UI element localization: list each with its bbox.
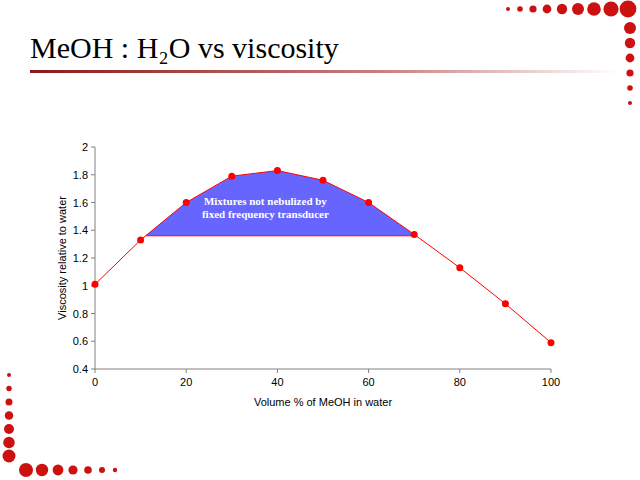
y-tick-label: 0.6 xyxy=(73,335,88,347)
point xyxy=(502,300,509,307)
x-axis-title: Volume % of MeOH in water xyxy=(254,396,393,408)
y-tick-label: 1.8 xyxy=(73,169,88,181)
threshold-line xyxy=(146,235,416,236)
annotation-labels: Mixtures not nebulized byfixed frequency… xyxy=(202,195,329,220)
dot xyxy=(3,437,15,449)
y-tick xyxy=(91,369,95,370)
dot xyxy=(113,468,117,472)
dot xyxy=(557,4,567,14)
y-tick-label: 0.4 xyxy=(73,363,88,375)
x-tick-label: 100 xyxy=(542,376,560,388)
dot xyxy=(517,6,523,12)
dot xyxy=(529,5,536,12)
point xyxy=(456,264,463,271)
dot xyxy=(620,1,637,18)
x-tick xyxy=(277,369,278,373)
plot-area xyxy=(92,167,555,346)
y-tick xyxy=(91,341,95,342)
point xyxy=(92,281,99,288)
title: MeOH : H₂O vs viscosity xyxy=(30,31,339,64)
point xyxy=(548,339,555,346)
x-tick-label: 40 xyxy=(271,376,283,388)
x-tick xyxy=(459,369,460,373)
x-axis xyxy=(95,369,551,370)
y-tick xyxy=(91,258,95,259)
dot xyxy=(68,465,77,474)
dot xyxy=(603,1,618,16)
x-tick xyxy=(368,369,369,373)
dot xyxy=(6,399,13,406)
annotation-text: fixed frequency transducer xyxy=(202,208,329,220)
series-line xyxy=(95,171,551,343)
dot xyxy=(587,2,601,16)
x-tick xyxy=(186,369,187,373)
x-tick-label: 60 xyxy=(362,376,374,388)
point xyxy=(365,199,372,206)
dot xyxy=(4,424,14,434)
x-tick-label: 20 xyxy=(180,376,192,388)
y-tick xyxy=(91,147,95,148)
axes: 0.40.60.811.21.41.61.82020406080100Volum… xyxy=(56,141,560,408)
dot xyxy=(53,465,64,476)
shaded-region xyxy=(146,171,416,236)
point xyxy=(228,173,235,180)
y-tick xyxy=(91,230,95,231)
x-tick-label: 0 xyxy=(92,376,98,388)
dot xyxy=(7,373,11,377)
y-tick-label: 0.8 xyxy=(73,308,88,320)
y-tick xyxy=(91,174,95,175)
y-tick-label: 1 xyxy=(82,280,88,292)
y-tick-label: 1.6 xyxy=(73,197,88,209)
dot xyxy=(572,3,584,15)
dot xyxy=(627,85,633,91)
dot xyxy=(84,466,92,474)
title-underline xyxy=(30,70,620,73)
y-tick xyxy=(91,202,95,203)
y-tick-label: 2 xyxy=(82,141,88,153)
decoration xyxy=(3,1,637,477)
dot xyxy=(5,411,14,420)
point xyxy=(411,231,418,238)
point xyxy=(320,177,327,184)
x-tick xyxy=(551,369,552,373)
dot xyxy=(36,464,48,476)
dot xyxy=(99,467,105,473)
y-tick-label: 1.4 xyxy=(73,224,88,236)
x-tick xyxy=(95,369,96,373)
point xyxy=(137,236,144,243)
dot xyxy=(6,386,12,392)
y-tick xyxy=(91,313,95,314)
y-tick-label: 1.2 xyxy=(73,252,88,264)
y-axis-title: Viscosity relative to water xyxy=(56,196,68,320)
dot xyxy=(506,7,510,11)
dot xyxy=(543,5,552,14)
point xyxy=(183,199,190,206)
point xyxy=(274,167,281,174)
dot xyxy=(628,101,632,105)
dot xyxy=(624,22,636,34)
dot xyxy=(3,450,16,463)
x-tick-label: 80 xyxy=(454,376,466,388)
slide: MeOH : H₂O vs viscosity 0.4 0.6 0.8 1 1.2 1.4 1… xyxy=(0,0,640,480)
dot xyxy=(626,54,635,63)
dot xyxy=(626,69,633,76)
dot xyxy=(625,38,635,48)
annotation-text: Mixtures not nebulized by xyxy=(204,195,327,207)
dot xyxy=(19,463,33,477)
